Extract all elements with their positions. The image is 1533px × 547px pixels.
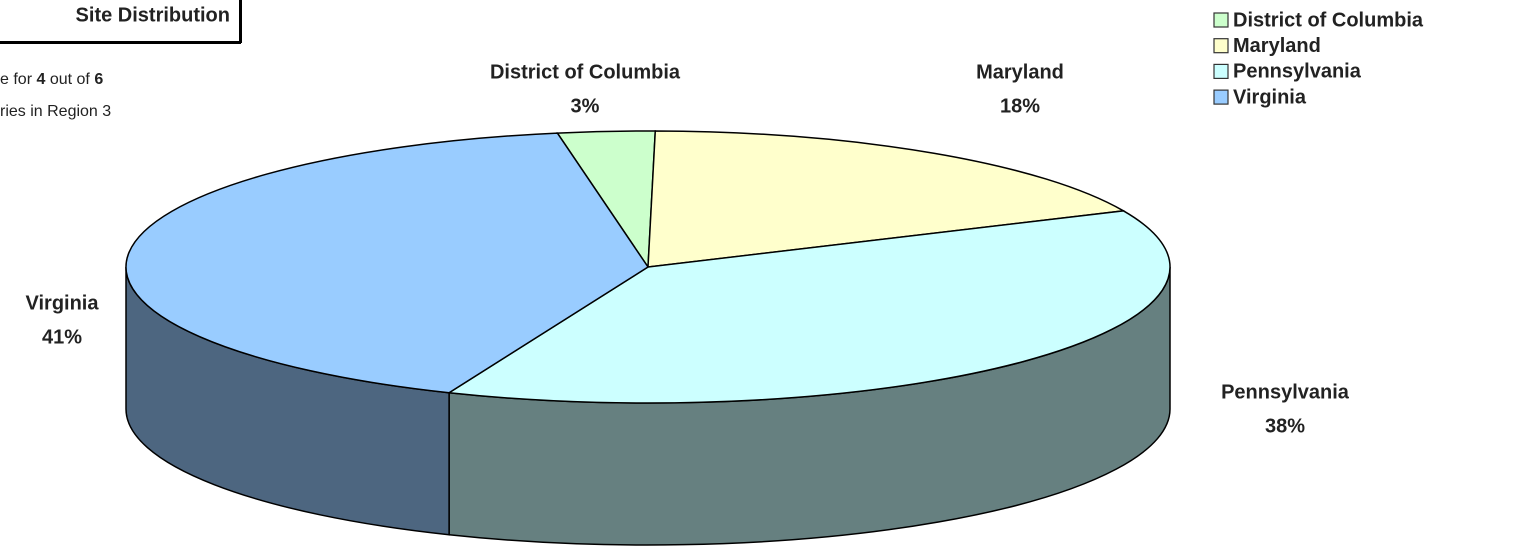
data-label-name: Virginia xyxy=(26,292,100,314)
note-line: ries in Region 3 xyxy=(0,103,111,120)
legend-label: Maryland xyxy=(1233,35,1321,57)
legend-swatch xyxy=(1213,63,1229,80)
pie-slice xyxy=(125,132,650,394)
note-line: e for 4 out of 6 xyxy=(0,71,103,88)
pie-tops xyxy=(125,130,1171,404)
legend-label: Virginia xyxy=(1233,86,1307,108)
chart-title: Site Distribution xyxy=(76,4,230,26)
data-label-value: 38% xyxy=(1265,415,1305,437)
pie-slice xyxy=(647,130,1126,268)
data-label-name: District of Columbia xyxy=(490,61,681,83)
note-count: 4 xyxy=(36,71,45,88)
data-label-name: Maryland xyxy=(976,61,1064,83)
data-label-value: 3% xyxy=(571,95,600,117)
legend-label: District of Columbia xyxy=(1233,9,1424,31)
note-text: out of xyxy=(50,71,91,88)
legend-label: Pennsylvania xyxy=(1233,61,1362,83)
note-text: e for xyxy=(0,71,33,88)
legend-swatch xyxy=(1213,89,1229,105)
data-label-value: 41% xyxy=(42,326,82,348)
data-labels: District of Columbia 3% Maryland 18% Pennsyl… xyxy=(26,61,1350,437)
legend-swatch xyxy=(1213,12,1229,28)
legend: District of Columbia Maryland Pennsylvania… xyxy=(1213,9,1424,108)
legend-swatch xyxy=(1213,38,1229,54)
note-total: 6 xyxy=(94,71,103,88)
data-label-value: 18% xyxy=(1000,95,1040,117)
data-label-name: Pennsylvania xyxy=(1221,381,1350,403)
pie-slice xyxy=(446,210,1171,404)
